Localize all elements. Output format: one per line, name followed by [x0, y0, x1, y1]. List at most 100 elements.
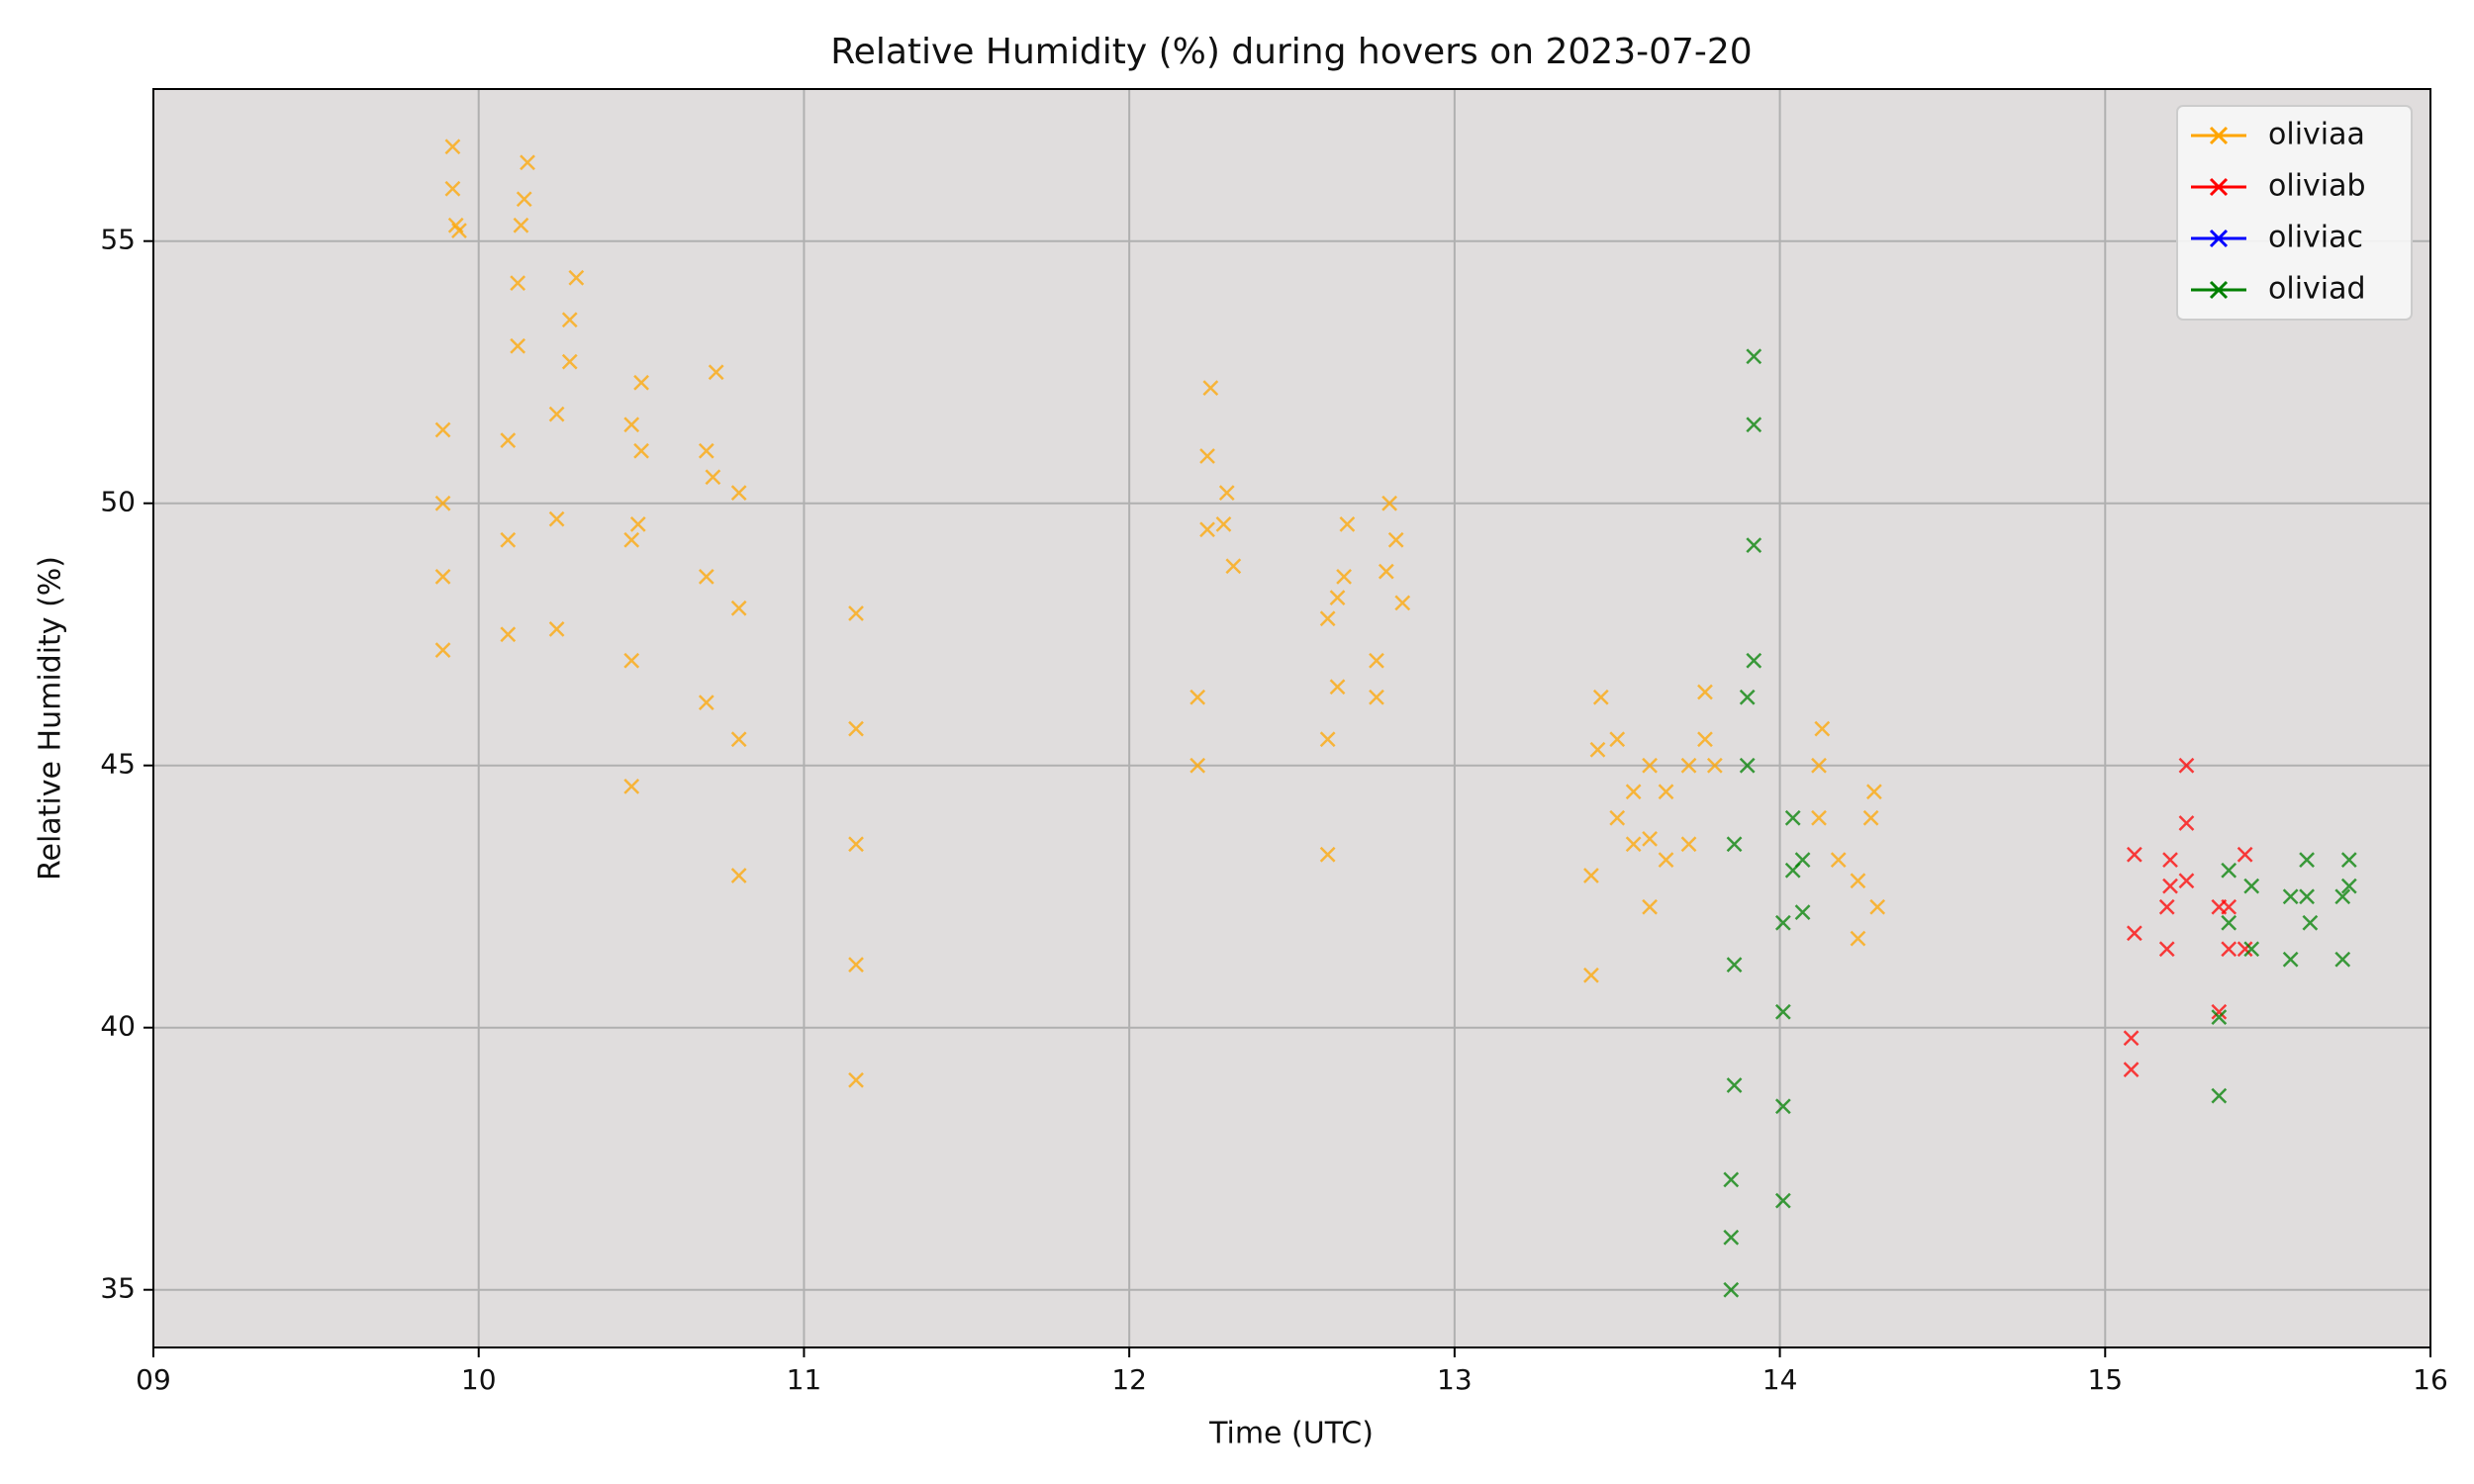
- data-point: [1378, 563, 1394, 580]
- data-point: [561, 353, 578, 370]
- data-point: [623, 779, 640, 794]
- data-point: [1774, 1003, 1791, 1020]
- axes-frame: [152, 88, 2431, 1348]
- data-point: [2178, 873, 2195, 889]
- y-axis-label: Relative Humidity (%): [34, 556, 68, 881]
- data-point: [1387, 531, 1404, 548]
- data-point: [2211, 1087, 2228, 1104]
- data-point: [848, 1071, 864, 1088]
- data-point: [548, 406, 565, 422]
- data-point: [1394, 595, 1411, 611]
- data-point: [2178, 815, 2195, 831]
- data-point: [2211, 1009, 2228, 1025]
- data-point: [730, 600, 747, 616]
- legend-label: oliviaa: [2268, 118, 2365, 152]
- data-point: [1739, 689, 1756, 705]
- data-point: [2162, 852, 2178, 868]
- legend-label: oliviab: [2268, 169, 2366, 204]
- data-point: [1642, 898, 1658, 915]
- data-point: [848, 720, 864, 737]
- data-point: [1746, 537, 1762, 553]
- data-point: [1866, 784, 1882, 800]
- data-point: [444, 180, 461, 197]
- data-point: [548, 621, 565, 637]
- data-point: [1680, 757, 1697, 774]
- data-point: [434, 421, 451, 438]
- data-point: [698, 569, 714, 585]
- legend-label: oliviad: [2268, 272, 2366, 307]
- data-point: [1189, 689, 1206, 705]
- data-point: [2282, 951, 2299, 968]
- data-point: [1199, 521, 1215, 538]
- data-point: [2236, 941, 2253, 958]
- data-point: [2299, 852, 2315, 868]
- data-point: [510, 275, 526, 291]
- data-point: [1723, 1171, 1740, 1188]
- data-point: [1774, 1098, 1791, 1115]
- data-point: [848, 957, 864, 973]
- data-point: [1746, 417, 1762, 433]
- y-tick-label: 55: [100, 224, 136, 256]
- data-point: [510, 337, 526, 354]
- data-point: [1850, 873, 1866, 889]
- data-point: [1642, 757, 1658, 774]
- data-point: [1625, 836, 1642, 853]
- data-point: [1697, 684, 1713, 700]
- x-tick-label: 09: [136, 1363, 171, 1396]
- legend-box: [2176, 105, 2413, 321]
- data-point: [1329, 679, 1346, 696]
- data-point: [1726, 957, 1743, 973]
- data-point: [2221, 862, 2237, 879]
- data-point: [1723, 1229, 1740, 1246]
- data-point: [444, 139, 461, 155]
- data-point: [2299, 888, 2315, 905]
- x-tick-label: 13: [1437, 1363, 1473, 1396]
- data-point: [2302, 914, 2319, 931]
- data-point: [730, 868, 747, 883]
- data-point: [1814, 720, 1831, 737]
- data-point: [1319, 846, 1336, 863]
- x-tick-label: 11: [787, 1363, 822, 1396]
- data-point: [1642, 831, 1658, 847]
- legend-label: oliviac: [2268, 221, 2363, 255]
- data-point: [1774, 914, 1791, 931]
- data-point: [2334, 888, 2351, 905]
- data-point: [1592, 689, 1609, 705]
- data-point: [1339, 516, 1356, 532]
- data-point: [1199, 448, 1215, 464]
- data-point: [1794, 852, 1811, 868]
- data-point: [1726, 1077, 1743, 1093]
- data-point: [730, 485, 747, 501]
- x-tick-label: 16: [2413, 1363, 2448, 1396]
- data-point: [1658, 852, 1674, 868]
- data-point: [2162, 878, 2178, 894]
- data-point: [698, 442, 714, 459]
- plot-area: [153, 89, 2430, 1347]
- legend-marker: [2209, 177, 2229, 197]
- data-point: [2340, 878, 2357, 894]
- data-point: [2123, 1030, 2140, 1047]
- data-point: [1658, 784, 1674, 800]
- legend-marker: [2209, 280, 2229, 300]
- data-point: [2243, 941, 2260, 958]
- data-point: [568, 269, 585, 286]
- data-point: [1589, 741, 1606, 758]
- data-point: [1862, 809, 1879, 826]
- data-point: [520, 154, 535, 171]
- data-point: [434, 495, 451, 511]
- data-point: [1784, 809, 1801, 826]
- data-point: [730, 731, 747, 748]
- chart-title: Relative Humidity (%) during hovers on 2…: [830, 32, 1752, 72]
- data-point: [516, 191, 532, 208]
- x-tick-label: 15: [2087, 1363, 2123, 1396]
- data-point: [2211, 1003, 2228, 1020]
- y-tick-label: 50: [100, 486, 136, 518]
- data-point: [2334, 951, 2351, 968]
- data-point: [500, 531, 517, 548]
- data-point: [1774, 1192, 1791, 1209]
- data-point: [2221, 898, 2237, 915]
- data-point: [1811, 809, 1827, 826]
- data-point: [1697, 731, 1713, 748]
- data-point: [548, 510, 565, 527]
